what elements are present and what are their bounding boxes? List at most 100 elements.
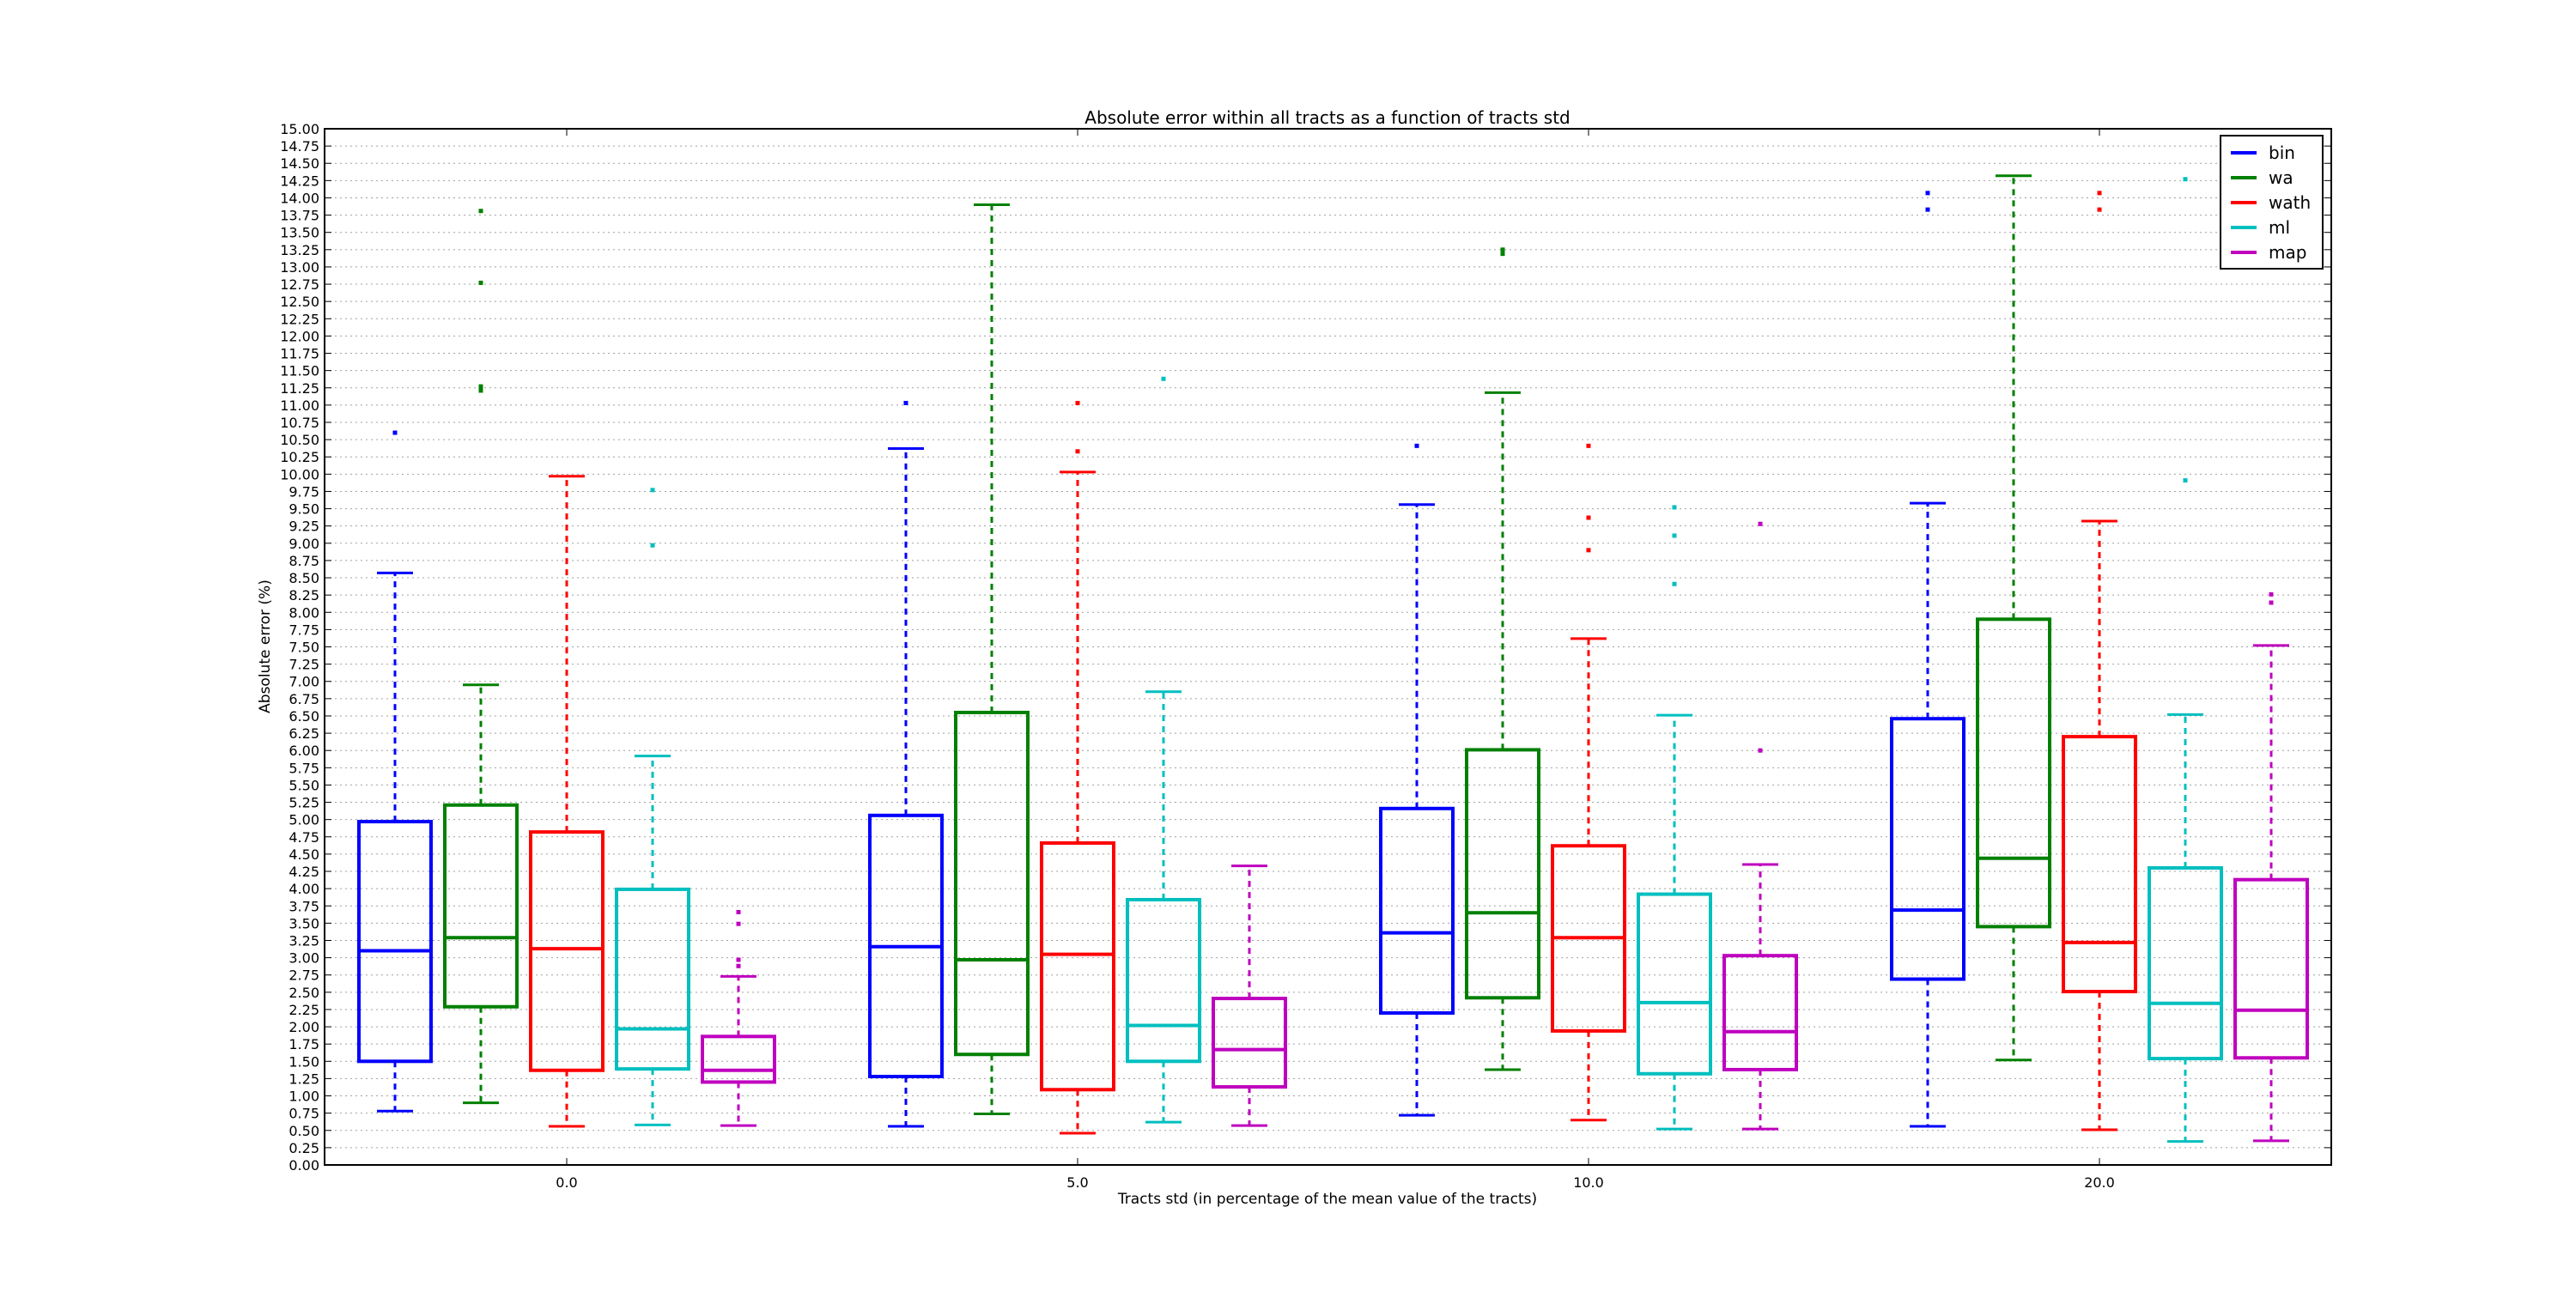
y-tick-label: 14.50 xyxy=(280,155,319,172)
outlier-point xyxy=(736,909,741,914)
y-tick-label: 4.25 xyxy=(289,864,319,880)
box-ml-20.0 xyxy=(2148,177,2223,1143)
y-tick-label: 9.50 xyxy=(289,501,319,518)
outlier-point xyxy=(478,384,483,389)
box-wa-5.0 xyxy=(954,203,1030,1115)
outlier-point xyxy=(736,921,741,926)
x-tick-label: 0.0 xyxy=(556,1174,577,1191)
box-ml-0.0 xyxy=(615,488,690,1126)
y-tick-label: 3.00 xyxy=(289,950,319,967)
box-bin-0.0 xyxy=(357,430,433,1113)
outlier-point xyxy=(478,209,483,214)
legend: bin wa wath ml map xyxy=(2220,135,2324,270)
outlier-point xyxy=(1672,505,1677,510)
box-map-20.0 xyxy=(2233,591,2309,1143)
y-tick-label: 1.75 xyxy=(289,1036,319,1052)
y-tick-label: 12.50 xyxy=(280,294,319,310)
iqr-box xyxy=(2062,735,2137,994)
outlier-point xyxy=(1586,443,1591,448)
y-tick-label: 7.25 xyxy=(289,657,319,673)
y-tick-label: 10.50 xyxy=(280,432,319,448)
x-tick-label: 10.0 xyxy=(1573,1174,1604,1191)
y-tick-label: 9.25 xyxy=(289,519,319,535)
y-tick-label: 2.00 xyxy=(289,1019,319,1035)
box-wath-0.0 xyxy=(529,475,605,1128)
outlier-point xyxy=(1075,400,1080,405)
y-tick-label: 12.25 xyxy=(280,311,319,327)
y-tick-label: 6.75 xyxy=(289,691,319,707)
outlier-point xyxy=(2183,478,2188,483)
y-tick-label: 9.00 xyxy=(289,536,319,552)
y-tick-label: 7.50 xyxy=(289,640,319,656)
x-axis-label: Tracts std (in percentage of the mean va… xyxy=(1117,1191,1537,1208)
outlier-point xyxy=(1758,748,1763,753)
box-map-0.0 xyxy=(701,909,776,1127)
y-tick-label: 2.75 xyxy=(289,967,319,984)
x-tick-label: 5.0 xyxy=(1066,1174,1088,1191)
outlier-point xyxy=(1672,581,1677,586)
iqr-box xyxy=(1890,717,1965,981)
box-wa-20.0 xyxy=(1976,174,2051,1062)
y-tick-label: 4.50 xyxy=(289,846,319,863)
iqr-box xyxy=(2148,865,2223,1061)
axis-ticks: 0.000.250.500.751.00 1.251.501.752.002.25… xyxy=(280,121,2331,1191)
iqr-box xyxy=(529,830,605,1072)
y-tick-label: 5.75 xyxy=(289,760,319,776)
y-tick-label: 8.75 xyxy=(289,553,319,569)
y-tick-label: 13.75 xyxy=(280,208,319,224)
y-tick-label: 1.50 xyxy=(289,1053,319,1070)
box-bin-10.0 xyxy=(1379,443,1455,1117)
y-tick-label: 13.00 xyxy=(280,259,319,276)
box-wath-5.0 xyxy=(1040,400,1115,1135)
y-tick-label: 0.75 xyxy=(289,1106,319,1122)
y-tick-label: 5.00 xyxy=(289,812,319,828)
outlier-point xyxy=(1925,191,1930,196)
y-tick-label: 5.25 xyxy=(289,795,319,811)
outlier-point xyxy=(1414,443,1419,448)
legend-label-wath: wath xyxy=(2269,192,2311,213)
outlier-point xyxy=(1672,533,1677,538)
iqr-box xyxy=(1126,898,1201,1064)
iqr-box xyxy=(701,1034,776,1084)
y-tick-label: 0.00 xyxy=(289,1157,319,1174)
y-tick-label: 12.75 xyxy=(280,276,319,293)
outlier-point xyxy=(903,400,908,405)
outlier-point xyxy=(1161,376,1166,381)
legend-label-map: map xyxy=(2269,242,2306,263)
outlier-point xyxy=(2269,600,2274,605)
legend-label-bin: bin xyxy=(2269,143,2295,163)
y-tick-label: 14.75 xyxy=(280,138,319,155)
y-tick-label: 7.75 xyxy=(289,622,319,638)
iqr-box xyxy=(615,887,690,1071)
outlier-point xyxy=(1500,252,1505,257)
y-tick-label: 0.25 xyxy=(289,1140,319,1156)
x-tick-label: 20.0 xyxy=(2084,1174,2115,1191)
y-tick-label: 12.00 xyxy=(280,328,319,344)
iqr-box xyxy=(1040,841,1115,1092)
y-tick-label: 13.50 xyxy=(280,225,319,241)
y-tick-label: 5.50 xyxy=(289,777,319,793)
iqr-box xyxy=(954,710,1030,1057)
box-map-5.0 xyxy=(1212,864,1287,1127)
y-tick-label: 10.00 xyxy=(280,466,319,482)
iqr-box xyxy=(2233,877,2309,1060)
y-tick-label: 6.25 xyxy=(289,725,319,742)
outlier-point xyxy=(1925,207,1930,212)
y-tick-label: 11.50 xyxy=(280,363,319,379)
iqr-box xyxy=(357,820,433,1064)
y-tick-label: 11.25 xyxy=(280,380,319,397)
y-tick-label: 7.00 xyxy=(289,674,319,690)
y-tick-label: 10.25 xyxy=(280,449,319,465)
outlier-point xyxy=(736,963,741,968)
legend-label-ml: ml xyxy=(2269,217,2290,238)
outlier-point xyxy=(736,957,741,962)
iqr-box xyxy=(1637,892,1712,1076)
box-bin-5.0 xyxy=(868,400,944,1128)
box-ml-10.0 xyxy=(1637,505,1712,1131)
outlier-point xyxy=(1075,449,1080,454)
outlier-point xyxy=(478,280,483,285)
outlier-point xyxy=(1500,247,1505,252)
y-tick-label: 3.25 xyxy=(289,932,319,949)
